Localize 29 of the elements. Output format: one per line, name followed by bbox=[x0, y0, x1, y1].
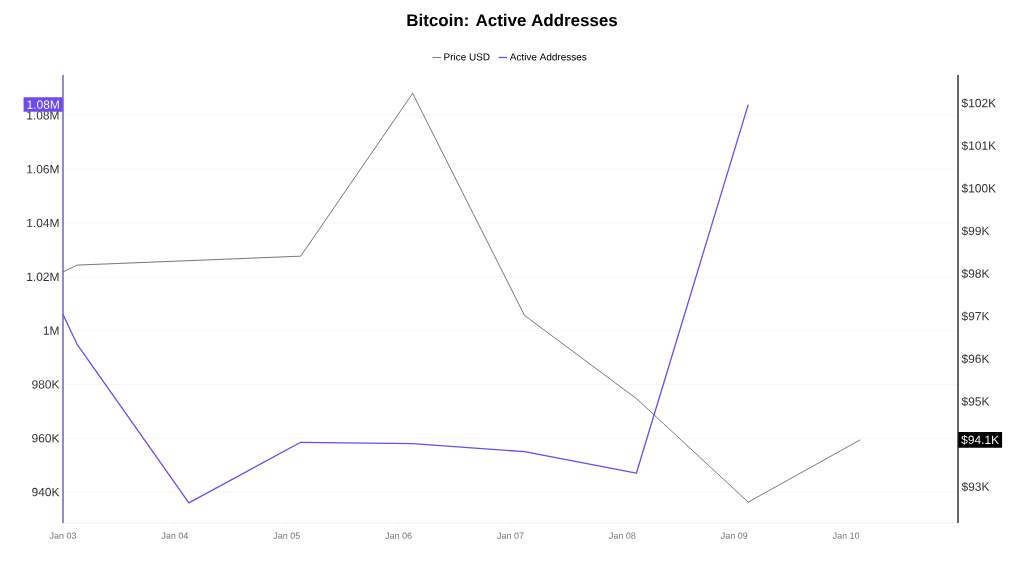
y2-tick-label: $97K bbox=[961, 311, 990, 322]
y-tick-label: 1.08M bbox=[27, 111, 59, 120]
y-tick-label: 960K bbox=[32, 434, 60, 443]
x-tick-label: Jan 04 bbox=[161, 532, 189, 539]
x-tick-label: Jan 07 bbox=[497, 532, 524, 539]
y2-tick-label: $101K bbox=[961, 140, 996, 151]
y2-tick-label: $93K bbox=[961, 481, 990, 492]
x-tick-label: Jan 06 bbox=[385, 532, 412, 539]
y-tick-label: 1.02M bbox=[27, 272, 59, 282]
y-tick-label: 980K bbox=[32, 380, 60, 389]
y2-tick-label: $95K bbox=[961, 396, 990, 407]
x-tick-label: Jan 08 bbox=[609, 532, 636, 539]
chart-title: Bitcoin: Active Addresses bbox=[407, 13, 618, 27]
y2-tick-label: $99K bbox=[961, 226, 990, 236]
y-tick-label: 1.06M bbox=[27, 164, 59, 174]
x-tick-label: Jan 03 bbox=[49, 532, 77, 539]
x-tick-label: Jan 10 bbox=[832, 532, 860, 539]
x-tick-label: Jan 09 bbox=[720, 532, 748, 539]
y-tick-label: 1M bbox=[43, 326, 59, 335]
legend-label: Active Addresses bbox=[509, 53, 587, 61]
y-tick-label: 1.04M bbox=[27, 218, 59, 228]
y2-tick-label: $100K bbox=[961, 183, 996, 194]
y2-tick-label: $96K bbox=[961, 354, 990, 364]
x-tick-label: Jan 05 bbox=[273, 532, 300, 539]
y2-tick-label: $98K bbox=[961, 268, 990, 279]
y2-tick-label: $102K bbox=[961, 98, 996, 108]
legend-label: Price USD bbox=[444, 53, 490, 61]
text: $94.1K bbox=[961, 435, 999, 445]
y-tick-label: 940K bbox=[32, 487, 60, 497]
